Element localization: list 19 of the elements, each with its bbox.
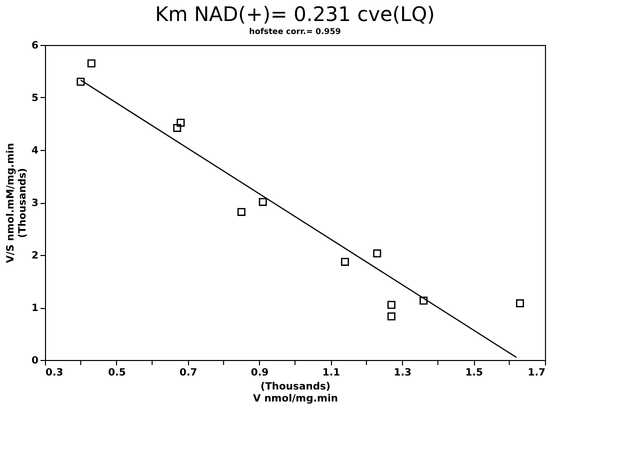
x-tick-label: 1.5 <box>465 368 483 378</box>
chart-title: Km NAD(+)= 0.231 cve(LQ) <box>155 2 435 26</box>
y-tick-label: 3 <box>32 198 39 209</box>
x-tick-label: 0.9 <box>250 368 269 378</box>
y-tick-label: 1 <box>32 303 39 314</box>
x-tick-label: 1.3 <box>394 368 412 378</box>
x-tick-label: 0.5 <box>108 368 126 378</box>
y-tick-label: 6 <box>32 40 39 52</box>
x-tick-label: 1.7 <box>528 368 546 378</box>
y-axis-title: V/S nmol.mM/mg.min (Thousands) <box>6 142 29 264</box>
x-tick-label: 1.1 <box>322 368 340 378</box>
x-axis-title: (Thousands) V nmol/mg.min <box>252 382 338 404</box>
y-tick-label: 5 <box>32 93 39 104</box>
y-tick-label: 0 <box>32 356 39 366</box>
y-tick-label: 2 <box>32 250 39 262</box>
y-tick-label: 4 <box>32 146 39 156</box>
chart-subtitle: hofstee corr.= 0.959 <box>249 27 342 36</box>
x-tick-label: 0.7 <box>180 368 198 378</box>
x-tick-label: 0.3 <box>46 368 64 378</box>
